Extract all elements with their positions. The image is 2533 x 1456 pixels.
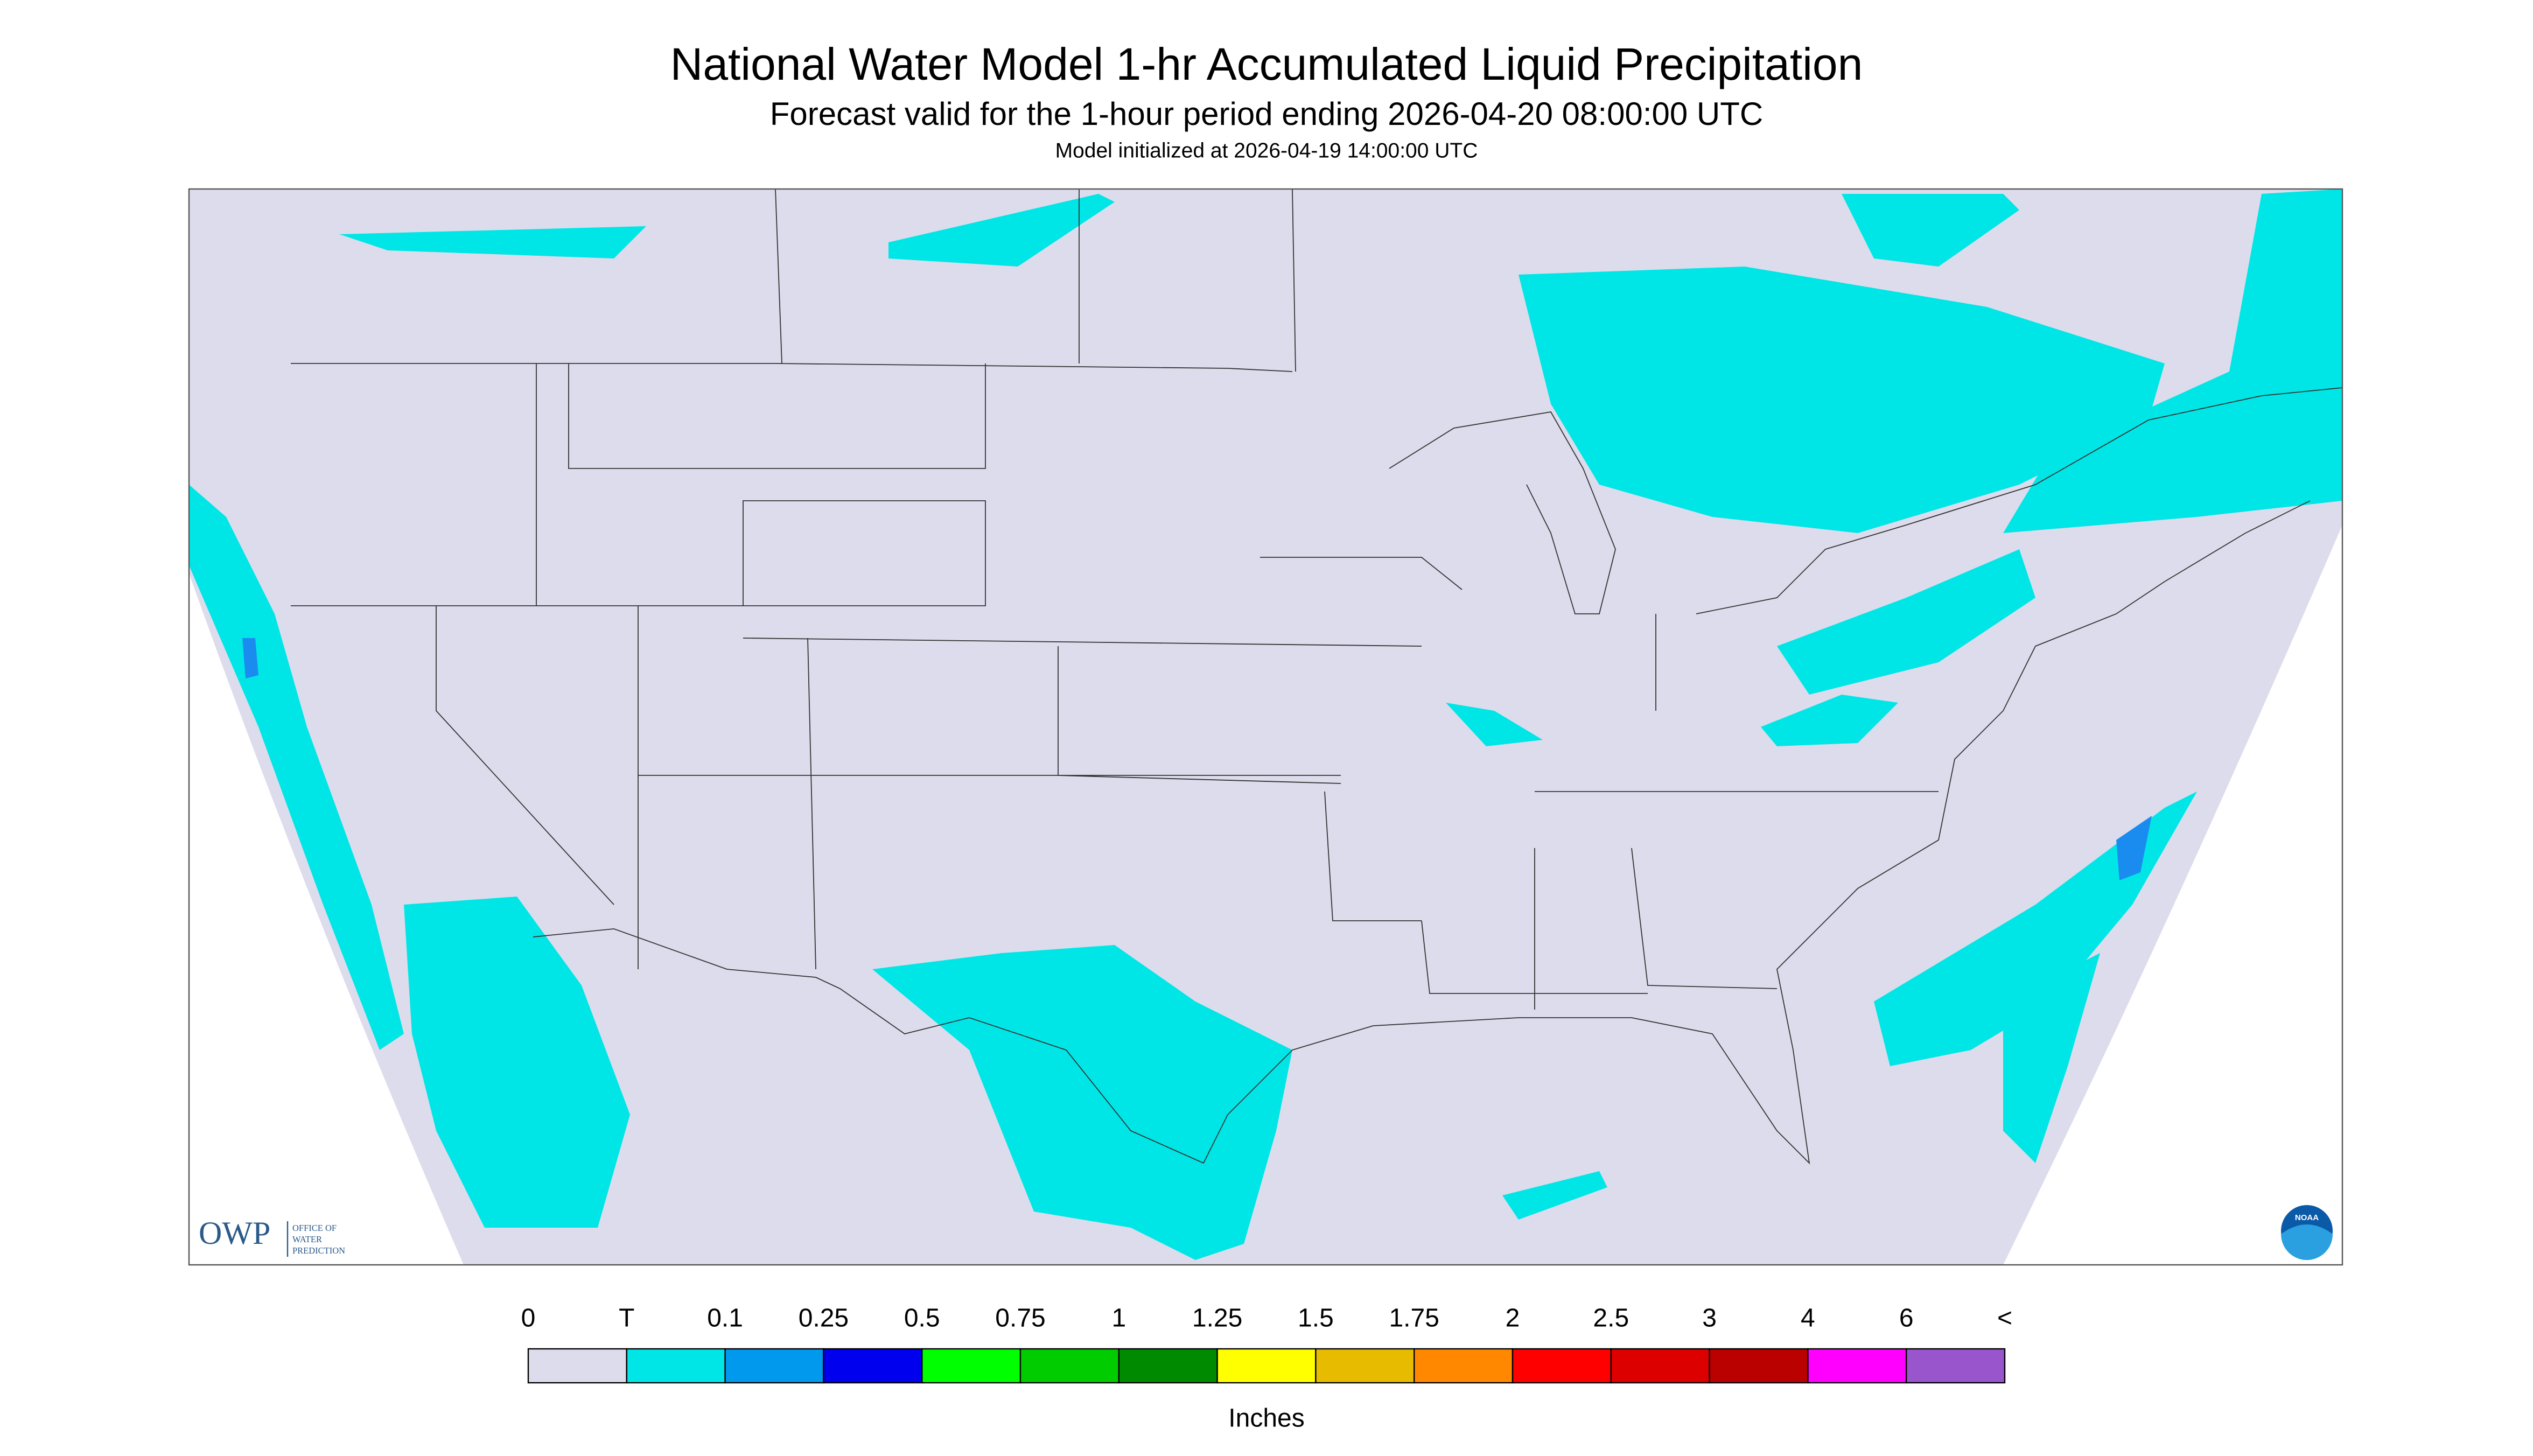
legend-label: 1.25 <box>1192 1304 1242 1333</box>
legend-label: 1 <box>1111 1304 1126 1333</box>
legend-label: 1.75 <box>1389 1304 1439 1333</box>
legend-swatch <box>626 1348 726 1384</box>
legend-label: 2.5 <box>1593 1304 1629 1333</box>
legend-swatch <box>1216 1348 1317 1384</box>
legend-label: 1.5 <box>1298 1304 1334 1333</box>
legend-label: T <box>619 1304 634 1333</box>
legend-swatch <box>1512 1348 1612 1384</box>
boundaries <box>291 188 2343 1165</box>
map-mask-right <box>2003 525 2342 1265</box>
legend-label: 0.1 <box>707 1304 743 1333</box>
legend-swatch <box>1610 1348 1710 1384</box>
map-frame <box>188 188 2343 1266</box>
legend-swatch <box>527 1348 628 1384</box>
init-time: Model initialized at 2026-04-19 14:00:00… <box>1055 139 1478 162</box>
legend-swatch <box>1019 1348 1120 1384</box>
owp-text: WATER <box>292 1234 322 1244</box>
owp-logo: OWP <box>199 1215 270 1251</box>
legend-unit: Inches <box>1228 1404 1304 1433</box>
subtitle: Forecast valid for the 1-hour period end… <box>770 96 1763 132</box>
legend-label: 0.5 <box>904 1304 940 1333</box>
noaa-text: NOAA <box>2295 1213 2319 1222</box>
legend-label: 0 <box>521 1304 536 1333</box>
legend-swatch <box>1807 1348 1907 1384</box>
map: OWP OFFICE OF WATER PREDICTION NOAA <box>188 188 2343 1266</box>
legend-label: 0.75 <box>995 1304 1045 1333</box>
title: National Water Model 1-hr Accumulated Li… <box>670 39 1863 89</box>
legend-swatch <box>921 1348 1021 1384</box>
noaa-logo-wave <box>2281 1224 2333 1261</box>
owp-text: PREDICTION <box>292 1245 345 1256</box>
legend-swatch <box>1118 1348 1218 1384</box>
legend-label: 2 <box>1506 1304 1520 1333</box>
legend-swatch <box>724 1348 824 1384</box>
legend-swatch <box>1315 1348 1415 1384</box>
legend-label: < <box>1997 1304 2012 1333</box>
legend-label: 6 <box>1899 1304 1914 1333</box>
legend-swatch <box>1414 1348 1514 1384</box>
precip-areas <box>189 189 2342 1261</box>
legend-swatch <box>1905 1348 2006 1384</box>
legend-swatch <box>823 1348 923 1384</box>
owp-text: OFFICE OF <box>292 1223 337 1233</box>
map-mask-left <box>189 573 464 1265</box>
legend-label: 3 <box>1702 1304 1717 1333</box>
legend: 0 T 0.1 0.25 0.5 0.75 1 1.25 1.5 1.75 2 2.5 3 4 6 < <box>521 1304 2012 1384</box>
legend-swatch <box>1709 1348 1809 1384</box>
legend-label: 0.25 <box>799 1304 849 1333</box>
legend-label: 4 <box>1801 1304 1815 1333</box>
